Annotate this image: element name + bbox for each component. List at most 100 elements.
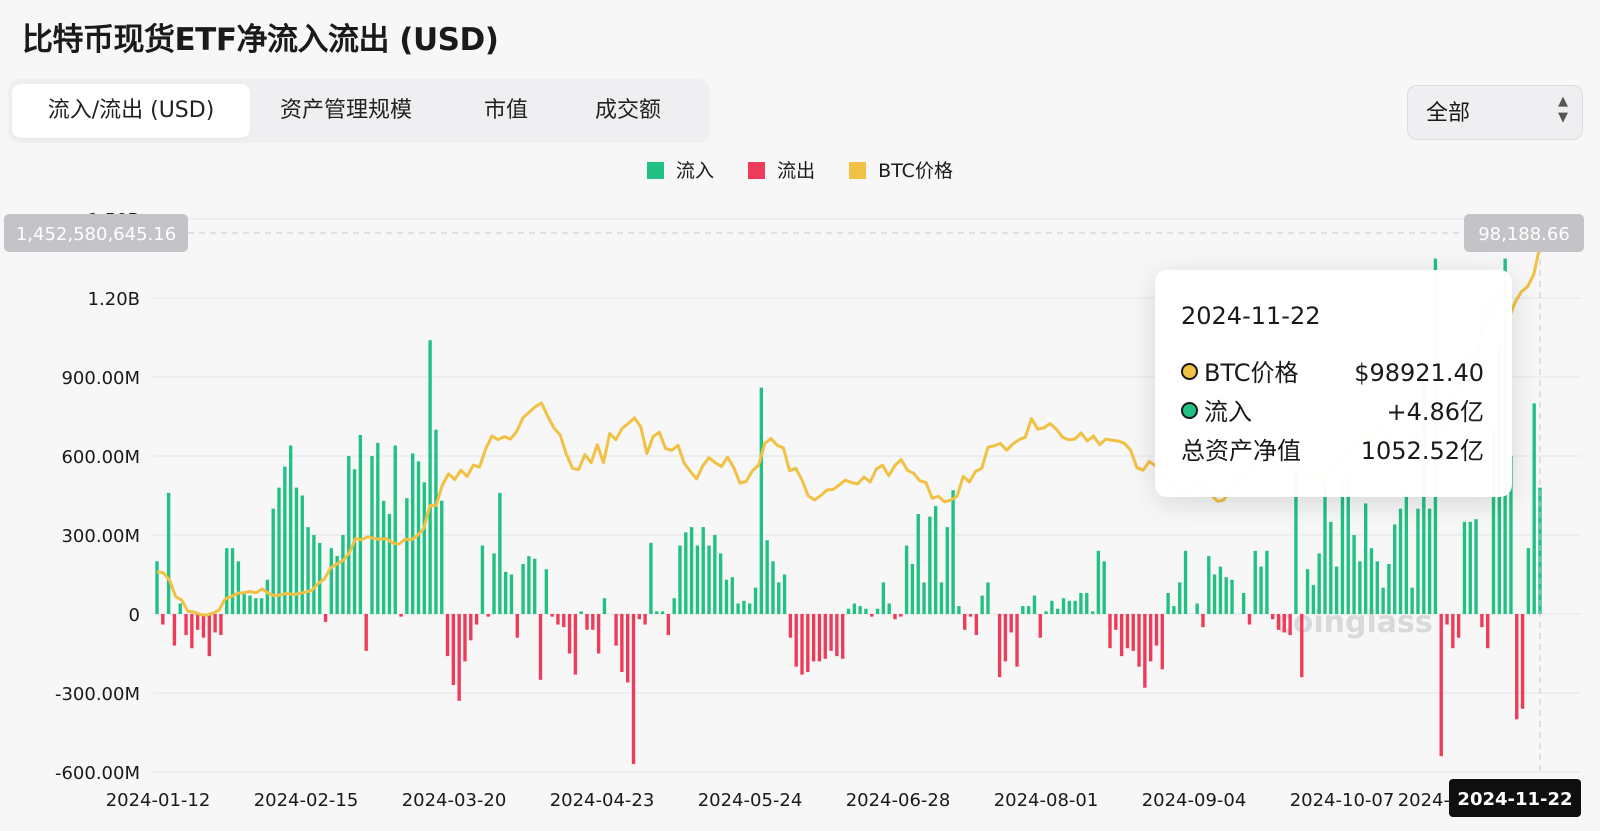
outflow-bar[interactable]: [997, 614, 1002, 678]
inflow-bar[interactable]: [1166, 592, 1170, 614]
outflow-bar[interactable]: [556, 614, 560, 625]
outflow-bar[interactable]: [1300, 614, 1304, 678]
tab-aum[interactable]: 资产管理规模: [279, 98, 412, 123]
inflow-bar[interactable]: [1375, 561, 1379, 614]
inflow-bar[interactable]: [1474, 519, 1478, 614]
inflow-bar[interactable]: [1346, 477, 1350, 614]
outflow-bar[interactable]: [1108, 614, 1112, 649]
inflow-bar[interactable]: [1032, 595, 1037, 614]
inflow-bar[interactable]: [887, 603, 891, 614]
inflow-bar[interactable]: [265, 579, 270, 614]
outflow-bar[interactable]: [666, 614, 671, 636]
outflow-bar[interactable]: [1445, 614, 1449, 625]
outflow-bar[interactable]: [788, 614, 793, 638]
inflow-bar[interactable]: [1090, 611, 1095, 614]
inflow-bar[interactable]: [1305, 569, 1310, 614]
inflow-bar[interactable]: [277, 487, 281, 614]
outflow-bar[interactable]: [364, 614, 368, 651]
inflow-bar[interactable]: [875, 608, 880, 614]
inflow-bar[interactable]: [980, 595, 984, 614]
inflow-bar[interactable]: [1021, 606, 1025, 614]
inflow-bar[interactable]: [288, 445, 293, 614]
outflow-bar[interactable]: [1282, 614, 1286, 633]
inflow-bar[interactable]: [405, 498, 409, 614]
inflow-bar[interactable]: [1526, 548, 1531, 614]
inflow-bar[interactable]: [1294, 469, 1298, 614]
outflow-bar[interactable]: [1451, 614, 1455, 649]
inflow-bar[interactable]: [1212, 574, 1217, 615]
outflow-bar[interactable]: [1038, 614, 1042, 638]
inflow-bar[interactable]: [724, 579, 729, 614]
inflow-bar[interactable]: [341, 535, 345, 614]
outflow-bar[interactable]: [486, 614, 490, 617]
inflow-bar[interactable]: [1468, 521, 1472, 614]
inflow-bar[interactable]: [777, 582, 781, 614]
outflow-bar[interactable]: [585, 614, 589, 630]
inflow-bar[interactable]: [1404, 492, 1409, 614]
legend-inflow[interactable]: 流入: [647, 156, 714, 183]
inflow-bar[interactable]: [1085, 592, 1089, 614]
outflow-bar[interactable]: [823, 614, 827, 659]
inflow-bar[interactable]: [230, 548, 235, 614]
outflow-bar[interactable]: [1143, 614, 1147, 688]
outflow-bar[interactable]: [1520, 614, 1525, 709]
inflow-bar[interactable]: [1067, 600, 1071, 614]
inflow-bar[interactable]: [1265, 550, 1269, 614]
inflow-bar[interactable]: [248, 595, 252, 614]
inflow-bar[interactable]: [498, 492, 502, 614]
outflow-bar[interactable]: [538, 614, 543, 680]
outflow-bar[interactable]: [1160, 614, 1164, 670]
inflow-bar[interactable]: [381, 500, 386, 614]
outflow-bar[interactable]: [817, 614, 822, 662]
inflow-bar[interactable]: [533, 558, 537, 614]
inflow-bar[interactable]: [527, 556, 531, 614]
inflow-bar[interactable]: [544, 569, 549, 614]
outflow-bar[interactable]: [463, 614, 467, 662]
inflow-bar[interactable]: [1387, 563, 1391, 614]
outflow-bar[interactable]: [800, 614, 804, 675]
inflow-bar[interactable]: [759, 387, 764, 614]
tab-volume[interactable]: 成交额: [594, 98, 661, 123]
outflow-bar[interactable]: [445, 614, 450, 657]
inflow-bar[interactable]: [922, 582, 926, 614]
inflow-bar[interactable]: [1096, 550, 1101, 614]
outflow-bar[interactable]: [1515, 614, 1519, 720]
inflow-bar[interactable]: [765, 540, 769, 614]
inflow-bar[interactable]: [416, 461, 421, 614]
outflow-bar[interactable]: [835, 614, 839, 657]
inflow-bar[interactable]: [928, 516, 932, 614]
outflow-bar[interactable]: [870, 614, 874, 617]
inflow-bar[interactable]: [1102, 561, 1106, 614]
inflow-bar[interactable]: [1224, 577, 1228, 614]
outflow-bar[interactable]: [643, 614, 647, 625]
inflow-bar[interactable]: [678, 545, 682, 614]
inflow-bar[interactable]: [509, 574, 514, 615]
outflow-bar[interactable]: [811, 614, 816, 662]
inflow-bar[interactable]: [655, 611, 659, 614]
inflow-bar[interactable]: [1416, 508, 1420, 614]
outflow-bar[interactable]: [899, 614, 903, 617]
outflow-bar[interactable]: [794, 614, 798, 667]
inflow-bar[interactable]: [1393, 524, 1397, 614]
inflow-bar[interactable]: [1241, 592, 1246, 614]
inflow-bar[interactable]: [939, 582, 944, 614]
inflow-bar[interactable]: [254, 598, 258, 614]
inflow-bar[interactable]: [852, 603, 856, 614]
inflow-bar[interactable]: [753, 587, 758, 614]
inflow-bar[interactable]: [1369, 548, 1374, 614]
inflow-bar[interactable]: [1026, 606, 1031, 614]
inflow-bar[interactable]: [1207, 556, 1211, 614]
outflow-bar[interactable]: [219, 614, 223, 636]
inflow-bar[interactable]: [602, 598, 607, 614]
inflow-bar[interactable]: [335, 556, 339, 614]
inflow-bar[interactable]: [166, 492, 171, 614]
inflow-bar[interactable]: [1427, 508, 1432, 614]
outflow-bar[interactable]: [637, 614, 641, 620]
inflow-bar[interactable]: [480, 545, 485, 614]
inflow-bar[interactable]: [1183, 550, 1188, 614]
inflow-bar[interactable]: [672, 598, 676, 614]
inflow-bar[interactable]: [1532, 403, 1536, 614]
inflow-bar[interactable]: [1056, 608, 1060, 614]
inflow-bar[interactable]: [904, 545, 909, 614]
outflow-bar[interactable]: [190, 614, 194, 649]
